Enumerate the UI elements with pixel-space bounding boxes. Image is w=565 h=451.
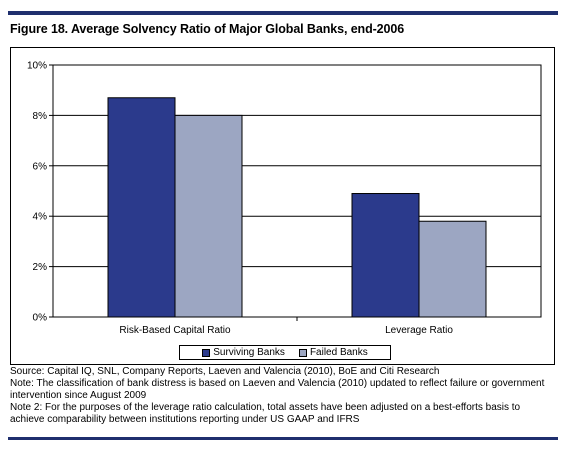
bar-chart: 0% 2% 4% 6% 8% 10% Risk-Based Capital Ratio Lev… <box>27 61 542 336</box>
legend-item-failed: Failed Banks <box>298 347 368 358</box>
legend-swatch-surviving <box>202 348 211 357</box>
y-tick-label: 10% <box>27 61 47 72</box>
x-tick-label: Risk-Based Capital Ratio <box>119 325 231 336</box>
y-tick-label: 6% <box>33 161 48 172</box>
chart-frame: 0% 2% 4% 6% 8% 10% Risk-Based Capital Ratio Lev… <box>10 47 555 365</box>
bar-failed-0 <box>174 114 243 318</box>
legend-swatch-failed <box>298 348 307 357</box>
bar-surviving-0 <box>107 97 176 318</box>
x-tick-label: Leverage Ratio <box>385 325 453 336</box>
legend-item-surviving: Surviving Banks <box>202 347 285 358</box>
figure-notes: Source: Capital IQ, SNL, Company Reports… <box>10 366 555 426</box>
figure-title: Figure 18. Average Solvency Ratio of Maj… <box>10 22 405 36</box>
bottom-rule <box>8 437 558 440</box>
top-rule <box>8 11 558 15</box>
classification-note: Note: The classification of bank distres… <box>10 378 545 401</box>
y-tick-label: 8% <box>33 111 48 122</box>
bar-failed-1 <box>418 220 487 318</box>
legend-label-surviving: Surviving Banks <box>213 347 285 358</box>
legend-label-failed: Failed Banks <box>309 347 368 358</box>
y-tick-label: 4% <box>33 212 48 223</box>
source-note: Source: Capital IQ, SNL, Company Reports… <box>10 366 440 377</box>
bar-surviving-1 <box>351 193 420 318</box>
legend: Surviving Banks Failed Banks <box>179 345 391 360</box>
y-tick-label: 2% <box>33 262 48 273</box>
y-tick-label: 0% <box>33 313 48 324</box>
leverage-note: Note 2: For the purposes of the leverage… <box>10 402 521 425</box>
